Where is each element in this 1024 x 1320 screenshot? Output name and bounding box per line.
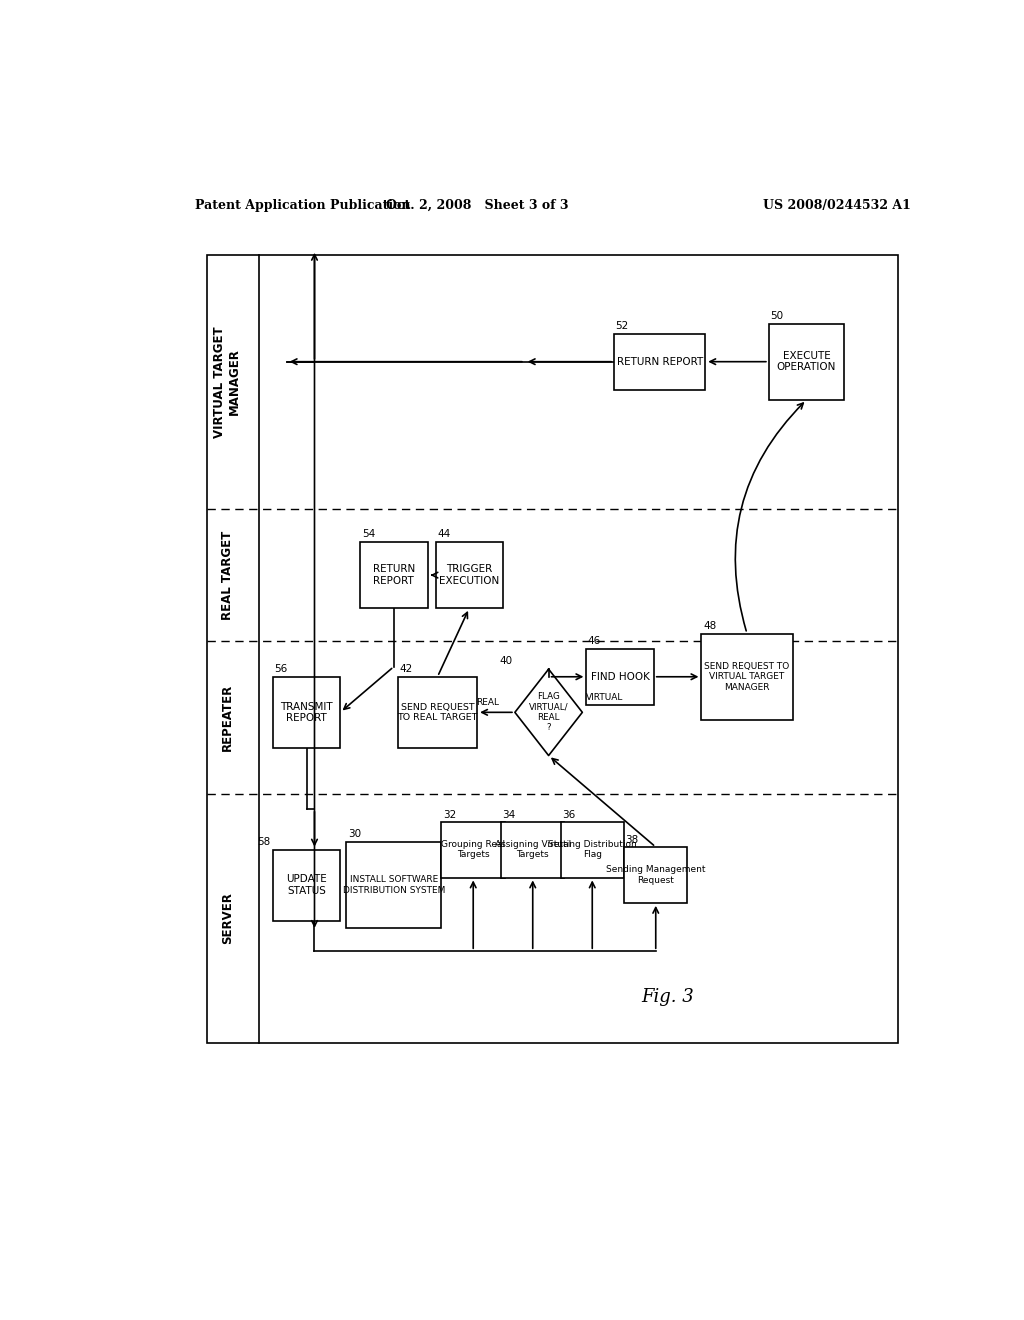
Text: REAL: REAL	[476, 698, 499, 706]
Text: 44: 44	[437, 529, 451, 539]
Polygon shape	[515, 669, 583, 755]
FancyBboxPatch shape	[360, 543, 428, 609]
FancyBboxPatch shape	[272, 850, 340, 921]
Text: FIND HOOK: FIND HOOK	[591, 672, 649, 681]
Text: VIRTUAL: VIRTUAL	[587, 693, 624, 702]
Text: Grouping Real
Targets: Grouping Real Targets	[441, 840, 505, 859]
Text: SEND REQUEST
TO REAL TARGET: SEND REQUEST TO REAL TARGET	[397, 702, 477, 722]
Text: EXECUTE
OPERATION: EXECUTE OPERATION	[777, 351, 837, 372]
FancyBboxPatch shape	[614, 334, 706, 389]
Text: Fig. 3: Fig. 3	[641, 987, 694, 1006]
FancyBboxPatch shape	[272, 677, 340, 748]
Text: 42: 42	[399, 664, 413, 673]
Text: TRIGGER
EXECUTION: TRIGGER EXECUTION	[439, 565, 500, 586]
FancyBboxPatch shape	[701, 634, 793, 719]
FancyBboxPatch shape	[560, 821, 624, 878]
Text: 38: 38	[626, 836, 639, 845]
Text: REAL TARGET: REAL TARGET	[221, 531, 233, 620]
FancyBboxPatch shape	[397, 677, 477, 748]
Text: TRANSMIT
REPORT: TRANSMIT REPORT	[281, 701, 333, 723]
Text: 52: 52	[615, 321, 629, 331]
Text: 46: 46	[588, 636, 601, 645]
FancyBboxPatch shape	[769, 323, 844, 400]
Text: Setting Distribution
Flag: Setting Distribution Flag	[548, 840, 637, 859]
Text: Sending Management
Request: Sending Management Request	[606, 866, 706, 884]
Text: UPDATE
STATUS: UPDATE STATUS	[286, 874, 327, 896]
Text: 32: 32	[443, 809, 457, 820]
FancyBboxPatch shape	[435, 543, 503, 609]
Text: 48: 48	[702, 620, 716, 631]
Text: 40: 40	[500, 656, 512, 667]
Text: INSTALL SOFTWARE
DISTRIBUTION SYSTEM: INSTALL SOFTWARE DISTRIBUTION SYSTEM	[343, 875, 445, 895]
Text: Oct. 2, 2008   Sheet 3 of 3: Oct. 2, 2008 Sheet 3 of 3	[386, 198, 568, 211]
FancyBboxPatch shape	[501, 821, 564, 878]
Text: Assigning Virtual
Targets: Assigning Virtual Targets	[495, 840, 570, 859]
Text: 58: 58	[257, 837, 270, 846]
Text: RETURN
REPORT: RETURN REPORT	[373, 565, 415, 586]
Text: SEND REQUEST TO
VIRTUAL TARGET
MANAGER: SEND REQUEST TO VIRTUAL TARGET MANAGER	[705, 661, 790, 692]
FancyBboxPatch shape	[441, 821, 505, 878]
Bar	[207, 255, 898, 1043]
FancyBboxPatch shape	[346, 842, 441, 928]
Text: 34: 34	[503, 809, 516, 820]
FancyBboxPatch shape	[587, 649, 653, 705]
Text: RETURN REPORT: RETURN REPORT	[616, 356, 702, 367]
Text: SERVER: SERVER	[221, 892, 233, 944]
Text: REPEATER: REPEATER	[221, 684, 233, 751]
Text: 54: 54	[361, 529, 375, 539]
Text: US 2008/0244532 A1: US 2008/0244532 A1	[763, 198, 910, 211]
Text: 36: 36	[562, 809, 575, 820]
FancyBboxPatch shape	[624, 847, 687, 903]
Text: 30: 30	[348, 829, 360, 840]
Text: Patent Application Publication: Patent Application Publication	[196, 198, 411, 211]
Text: FLAG
VIRTUAL/
REAL
?: FLAG VIRTUAL/ REAL ?	[528, 692, 568, 733]
Text: VIRTUAL TARGET
MANAGER: VIRTUAL TARGET MANAGER	[213, 326, 242, 438]
Text: 56: 56	[274, 664, 288, 673]
Text: 50: 50	[770, 310, 783, 321]
